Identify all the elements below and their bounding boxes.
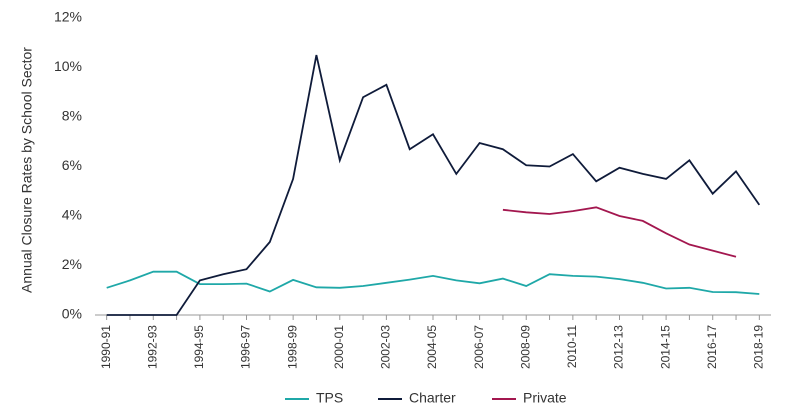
legend-label: Charter <box>409 390 456 406</box>
x-tick-label: 1990-91 <box>99 325 113 369</box>
x-tick-label: 1994-95 <box>192 325 206 369</box>
legend-label: Private <box>523 390 567 406</box>
x-tick-label: 2010-11 <box>565 325 579 368</box>
x-tick-label: 2000-01 <box>332 325 346 369</box>
y-tick-label: 2% <box>62 256 82 272</box>
x-tick-label: 2006-07 <box>472 325 486 369</box>
line-series <box>106 270 760 295</box>
y-tick-label: 4% <box>62 207 82 223</box>
y-tick-label: 0% <box>62 306 82 322</box>
x-tick-label: 2004-05 <box>425 325 439 369</box>
x-tick-label: 2008-09 <box>518 325 532 369</box>
y-tick-label: 8% <box>62 108 82 124</box>
x-tick-label: 2002-03 <box>379 325 393 369</box>
legend-label: TPS <box>316 390 343 406</box>
y-tick-label: 12% <box>54 9 82 25</box>
x-tick-label: 1998-99 <box>285 325 299 369</box>
x-tick-label: 2012-13 <box>612 325 626 369</box>
x-tick-label: 1992-93 <box>145 325 159 369</box>
x-tick-label: 2014-15 <box>658 325 672 369</box>
y-tick-label: 10% <box>54 58 82 74</box>
y-axis-title: Annual Closure Rates by School Sector <box>19 47 35 293</box>
x-tick-label: 2016-17 <box>705 325 719 369</box>
y-tick-label: 6% <box>62 157 82 173</box>
x-tick-label: 2018-19 <box>752 325 766 369</box>
line-series <box>106 54 761 316</box>
x-tick-label: 1996-97 <box>239 325 253 369</box>
line-series <box>502 206 737 258</box>
